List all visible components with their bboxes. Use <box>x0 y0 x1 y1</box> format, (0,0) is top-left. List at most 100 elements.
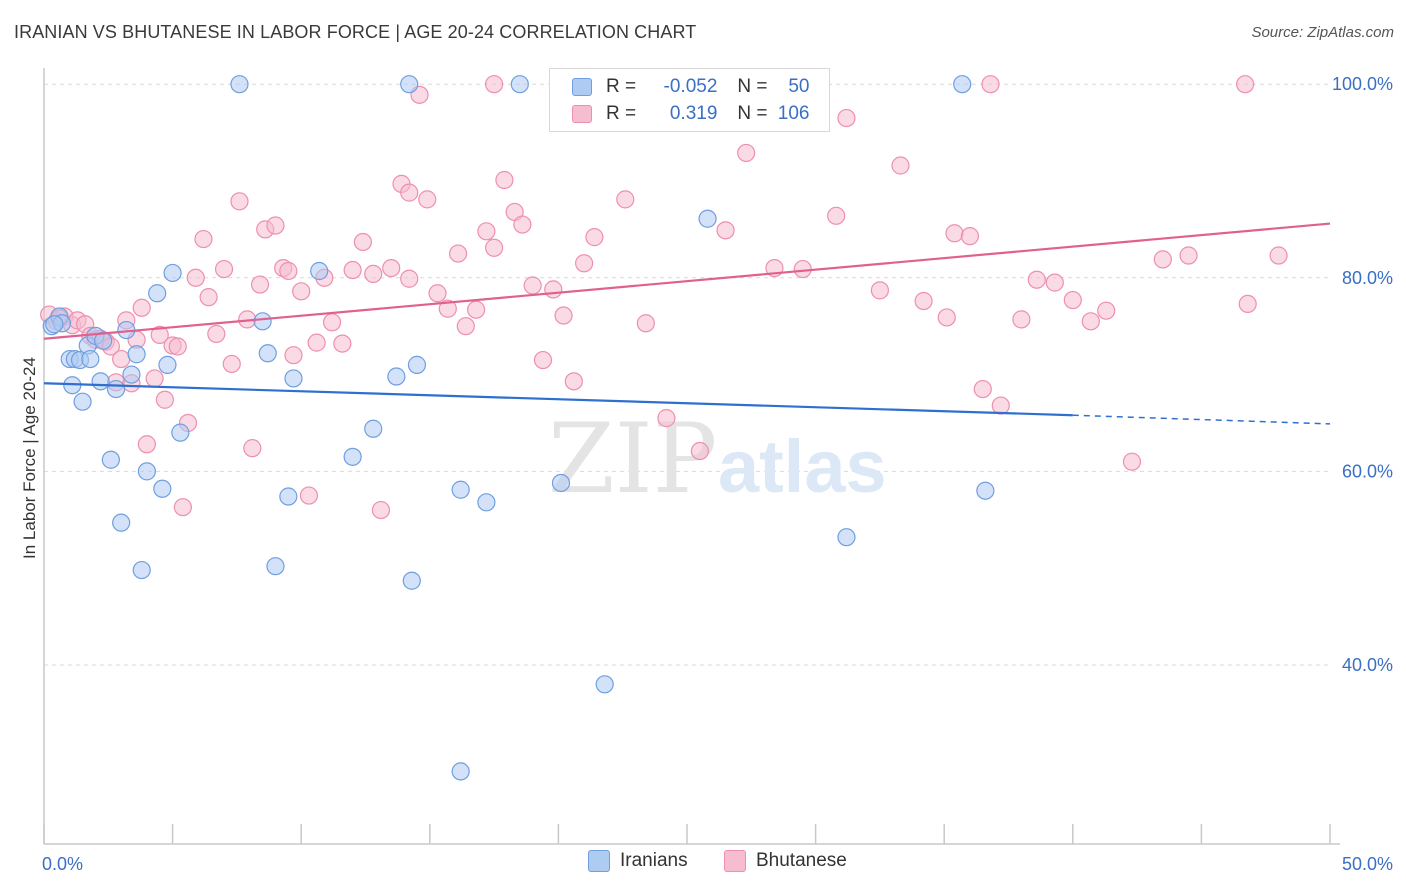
x-tick-label-min: 0.0% <box>42 854 83 874</box>
source-label: Source: ZipAtlas.com <box>1251 24 1394 41</box>
x-tick-label-max: 50.0% <box>1342 854 1393 874</box>
bhutanese-point <box>1236 75 1255 94</box>
bhutanese-point <box>1081 312 1100 331</box>
bhutanese-point <box>371 500 391 520</box>
bhutanese-point <box>364 264 383 284</box>
iranian-point <box>137 462 156 481</box>
bhutanese-point <box>1122 452 1142 471</box>
iranian-point <box>698 209 717 228</box>
bhutanese-point <box>870 281 890 300</box>
legend-label-bhutanese: Bhutanese <box>756 850 847 871</box>
bhutanese-point <box>937 308 956 327</box>
chart-title: IRANIAN VS BHUTANESE IN LABOR FORCE | AG… <box>14 22 697 42</box>
bhutanese-point <box>456 317 475 336</box>
watermark: ZIP atlas <box>548 403 887 515</box>
iranian-point <box>158 355 177 374</box>
bhutanese-point <box>1012 310 1031 329</box>
legend-r-value-bhutanese: 0.319 <box>669 103 718 124</box>
bhutanese-point <box>564 372 583 391</box>
bhutanese-point <box>1063 290 1082 310</box>
iranian-point <box>112 513 131 532</box>
bhutanese-point <box>168 337 187 356</box>
bhutanese-point <box>112 349 131 369</box>
iranian-point <box>402 571 421 590</box>
legend-n-label: N = <box>737 103 768 124</box>
iranian-point <box>253 312 272 331</box>
bhutanese-point <box>199 288 218 307</box>
bhutanese-point <box>186 268 205 287</box>
iranian-point <box>163 263 182 283</box>
bhutanese-point <box>438 299 457 318</box>
iranian-point <box>400 75 419 94</box>
bhutanese-point <box>495 170 514 190</box>
bhutanese-point <box>230 192 249 211</box>
bhutanese-point <box>132 298 151 317</box>
bhutanese-point <box>292 282 311 301</box>
iranian-point <box>343 447 362 466</box>
bhutanese-point <box>533 350 553 370</box>
trend-lines <box>43 222 1331 425</box>
bhutanese-point <box>466 300 486 319</box>
iranian-point <box>451 762 470 781</box>
y-tick-label: 80.0% <box>1342 268 1393 288</box>
iranian-point <box>132 560 151 580</box>
legend-label-iranians: Iranians <box>620 850 688 871</box>
bhutanese-point <box>544 280 563 299</box>
iranian-point <box>407 355 427 374</box>
bhutanese-point <box>382 258 401 278</box>
bhutanese-point <box>400 183 419 202</box>
bhutanese-point <box>477 222 496 241</box>
legend-item-bhutanese[interactable]: Bhutanese <box>724 850 847 872</box>
bhutanese-point <box>145 369 164 388</box>
bhutanese-point <box>1238 294 1257 314</box>
bhutanese-point <box>448 244 468 263</box>
iranian-point <box>91 372 110 391</box>
bhutanese-point <box>1097 301 1116 320</box>
bhutanese-point <box>1045 273 1064 292</box>
iranian-point <box>595 675 614 694</box>
bhutanese-point <box>333 334 352 353</box>
bhutanese-point <box>945 224 964 243</box>
iranian-point <box>73 392 92 411</box>
iranian-point <box>171 423 190 442</box>
trend-line-bhutanese <box>43 222 1331 340</box>
bhutanese-point <box>485 75 504 94</box>
legend-n-label: N = <box>737 76 768 97</box>
iranian-point <box>148 284 167 303</box>
iranian-point <box>510 75 529 94</box>
bhutanese-point <box>322 313 342 332</box>
stats-legend: R = -0.052 N = 50 R = 0.319 N = 106 <box>549 68 830 132</box>
y-tick-label: 60.0% <box>1342 461 1393 481</box>
iranian-point <box>258 344 277 363</box>
iranian-point <box>45 315 64 334</box>
bhutanese-point <box>155 390 174 409</box>
legend-item-iranians[interactable]: Iranians <box>588 850 688 872</box>
bhutanese-point <box>222 354 241 374</box>
bhutanese-point <box>428 284 447 303</box>
bhutanese-point <box>418 190 437 209</box>
bhutanese-point <box>914 291 933 311</box>
legend-row-iranians: R = -0.052 N = 50 <box>572 74 810 100</box>
bhutanese-point <box>400 269 419 288</box>
iranian-point <box>477 493 496 512</box>
bhutanese-point <box>636 314 655 333</box>
legend-r-label: R = <box>606 103 637 124</box>
bhutanese-point <box>657 409 676 428</box>
bhutanese-point <box>837 108 856 128</box>
iranian-point <box>284 369 303 388</box>
iranian-point <box>153 479 172 498</box>
axes <box>43 68 1340 845</box>
bhutanese-point <box>137 435 156 454</box>
legend-swatch-iranians <box>572 78 592 96</box>
bhutanese-point <box>793 259 812 279</box>
bhutanese-point <box>279 261 298 281</box>
iranian-point <box>310 261 329 281</box>
bhutanese-point <box>991 396 1010 415</box>
bhutanese-point <box>1153 250 1172 269</box>
iranian-point <box>837 528 856 547</box>
bhutanese-point <box>150 325 169 344</box>
legend-r-label: R = <box>606 76 637 97</box>
iranian-point <box>976 481 995 500</box>
bhutanese-point <box>616 190 635 209</box>
bhutanese-point <box>981 75 1000 94</box>
